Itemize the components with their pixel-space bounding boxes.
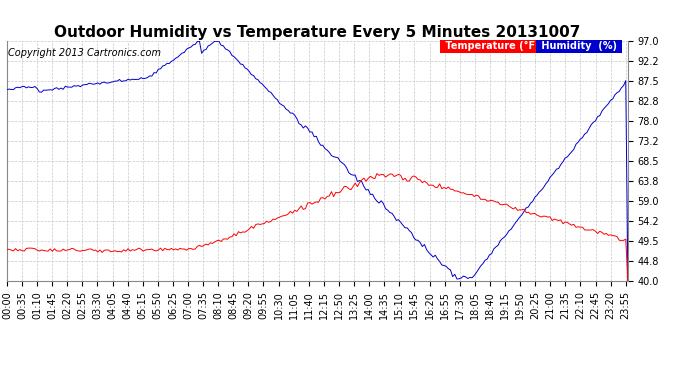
Text: Temperature (°F): Temperature (°F)	[442, 41, 542, 51]
Text: Copyright 2013 Cartronics.com: Copyright 2013 Cartronics.com	[8, 48, 161, 58]
Text: Humidity  (%): Humidity (%)	[538, 41, 620, 51]
Title: Outdoor Humidity vs Temperature Every 5 Minutes 20131007: Outdoor Humidity vs Temperature Every 5 …	[55, 25, 580, 40]
